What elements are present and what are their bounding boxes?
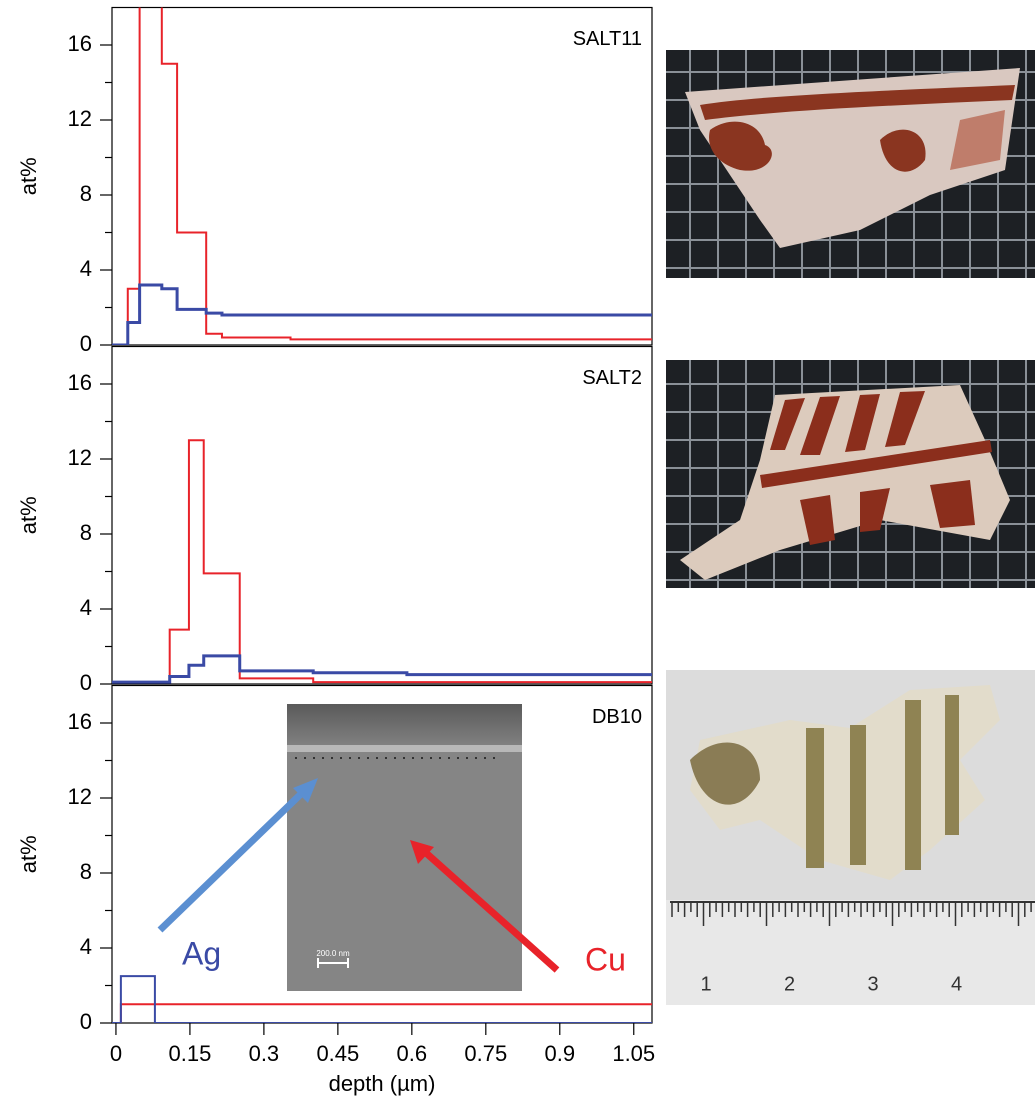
- y-tick-label: 8: [80, 520, 92, 545]
- x-tick-label: 0: [110, 1041, 122, 1066]
- photo-db10: [666, 670, 1035, 1005]
- y-tick-label: 4: [80, 256, 92, 281]
- panel-title: DB10: [592, 706, 642, 728]
- ruler-label: 3: [867, 973, 878, 995]
- y-tick-label: 0: [80, 670, 92, 695]
- y-axis-label: at%: [16, 835, 41, 873]
- step-line: [112, 285, 652, 345]
- plot-frame: [112, 8, 652, 346]
- ruler-label: 1: [700, 973, 711, 995]
- x-tick-label: 0.45: [316, 1041, 359, 1066]
- annotation: Ag: [182, 935, 221, 971]
- x-tick-label: 1.05: [612, 1041, 655, 1066]
- y-tick-label: 16: [68, 370, 92, 395]
- photo-salt2: [666, 360, 1035, 588]
- annotation: Cu: [585, 941, 626, 977]
- y-tick-label: 0: [80, 1009, 92, 1034]
- y-tick-label: 4: [80, 934, 92, 959]
- x-axis-label: depth (µm): [329, 1071, 436, 1096]
- plot-frame: [112, 347, 652, 685]
- step-line: [112, 1004, 652, 1023]
- step-line: [112, 440, 652, 682]
- ruler-label: 2: [784, 973, 795, 995]
- figure: 0481216at%SALT110481216at%SALT20481216at…: [0, 0, 1035, 1110]
- x-tick-label: 0.3: [249, 1041, 280, 1066]
- x-tick-label: 0.6: [397, 1041, 428, 1066]
- y-tick-label: 8: [80, 181, 92, 206]
- panel-title: SALT11: [573, 28, 642, 50]
- y-tick-label: 12: [68, 445, 92, 470]
- y-tick-label: 8: [80, 859, 92, 884]
- step-line: [112, 0, 652, 345]
- y-tick-label: 16: [68, 709, 92, 734]
- y-tick-label: 4: [80, 595, 92, 620]
- x-tick-label: 0.15: [169, 1041, 212, 1066]
- step-line: [112, 656, 652, 682]
- x-tick-label: 0.75: [464, 1041, 507, 1066]
- y-tick-label: 0: [80, 331, 92, 356]
- y-axis-label: at%: [16, 496, 41, 534]
- y-axis-label: at%: [16, 157, 41, 195]
- sem-inset: [287, 704, 522, 991]
- y-tick-label: 12: [68, 784, 92, 809]
- inset-scale-label: 200.0 nm: [316, 949, 350, 958]
- y-tick-label: 16: [68, 31, 92, 56]
- panel-title: SALT2: [582, 367, 642, 389]
- y-tick-label: 12: [68, 106, 92, 131]
- x-tick-label: 0.9: [544, 1041, 575, 1066]
- ruler-label: 4: [951, 973, 962, 995]
- photo-salt11: [666, 50, 1035, 278]
